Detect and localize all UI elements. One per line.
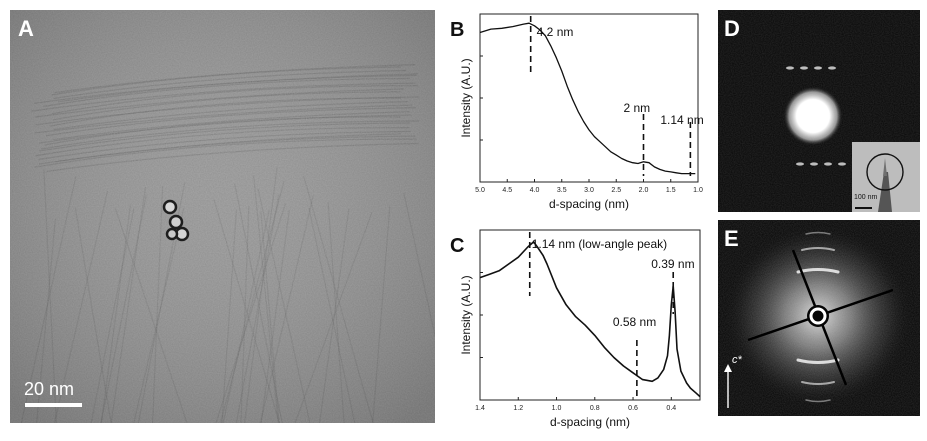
tem-micrograph: [10, 10, 435, 423]
annotation-label: 0.39 nm: [651, 257, 694, 271]
annotation-label: 1.14 nm: [660, 113, 703, 127]
inset-image: [852, 142, 920, 212]
x-tick-label: 1.5: [666, 187, 676, 194]
y-axis-label: Intensity (A.U.): [459, 275, 473, 354]
panel-a-tem-image: A 20 nm: [10, 10, 435, 423]
annotation-label: 0.58 nm: [613, 315, 656, 329]
x-tick-label: 1.4: [475, 405, 485, 412]
x-tick-label: 3.0: [584, 187, 594, 194]
x-tick-label: 3.5: [557, 187, 567, 194]
x-tick-label: 2.0: [639, 187, 649, 194]
y-axis-label: Intensity (A.U.): [459, 58, 473, 137]
x-tick-label: 0.6: [628, 405, 638, 412]
inset-scalebar-label: 100 nm: [854, 194, 878, 201]
x-tick-label: 4.5: [502, 187, 512, 194]
x-tick-label: 0.8: [590, 405, 600, 412]
scale-bar-label: 20 nm: [24, 379, 75, 399]
panel-d-inset: 100 nm: [852, 142, 920, 212]
x-tick-label: 2.5: [611, 187, 621, 194]
c-axis-label: c*: [732, 354, 742, 366]
panel-e-diffraction: E c*: [718, 220, 920, 416]
panel-e-label: E: [724, 226, 739, 251]
series-line: [479, 241, 701, 398]
scale-bar: [25, 403, 82, 407]
plot-frame: [479, 13, 699, 183]
panel-c-chart: C 1.4 1.2 1.0 0.8 0.6 0.4 d-spacing (nm) Intensi…: [444, 222, 706, 434]
x-tick-label: 4.0: [530, 187, 540, 194]
x-tick-label: 1.2: [513, 405, 523, 412]
panel-c-plot: C 1.4 1.2 1.0 0.8 0.6 0.4 d-spacing (nm) Intensi…: [450, 229, 701, 429]
panel-label: B: [450, 19, 464, 41]
annotation-label: 2 nm: [624, 101, 651, 115]
panel-b-chart: B 5.0 4.5 4.0 3.5 3.0 2.5 2.0 1.5 1.0 d-spacing (n…: [444, 8, 706, 214]
diffraction-pattern-e: [718, 220, 920, 416]
x-tick-label: 1.0: [693, 187, 703, 194]
series-line: [479, 22, 696, 175]
panel-d-diffraction: D 100 nm: [718, 10, 920, 212]
panel-a-label: A: [18, 16, 34, 41]
x-tick-label: 1.0: [552, 405, 562, 412]
panel-label: C: [450, 235, 464, 257]
annotation-label: 4.2 nm: [537, 25, 574, 39]
x-tick-label: 0.4: [666, 405, 676, 412]
x-axis-label: d-spacing (nm): [549, 197, 629, 211]
annotation-label: 1.14 nm (low-angle peak): [532, 237, 667, 251]
x-axis-label: d-spacing (nm): [550, 415, 630, 429]
x-tick-label: 5.0: [475, 187, 485, 194]
panel-b-plot: B 5.0 4.5 4.0 3.5 3.0 2.5 2.0 1.5 1.0 d-spacing (n…: [450, 13, 704, 211]
plot-frame: [479, 229, 701, 401]
panel-d-label: D: [724, 16, 740, 41]
particle-cluster: [162, 199, 190, 242]
